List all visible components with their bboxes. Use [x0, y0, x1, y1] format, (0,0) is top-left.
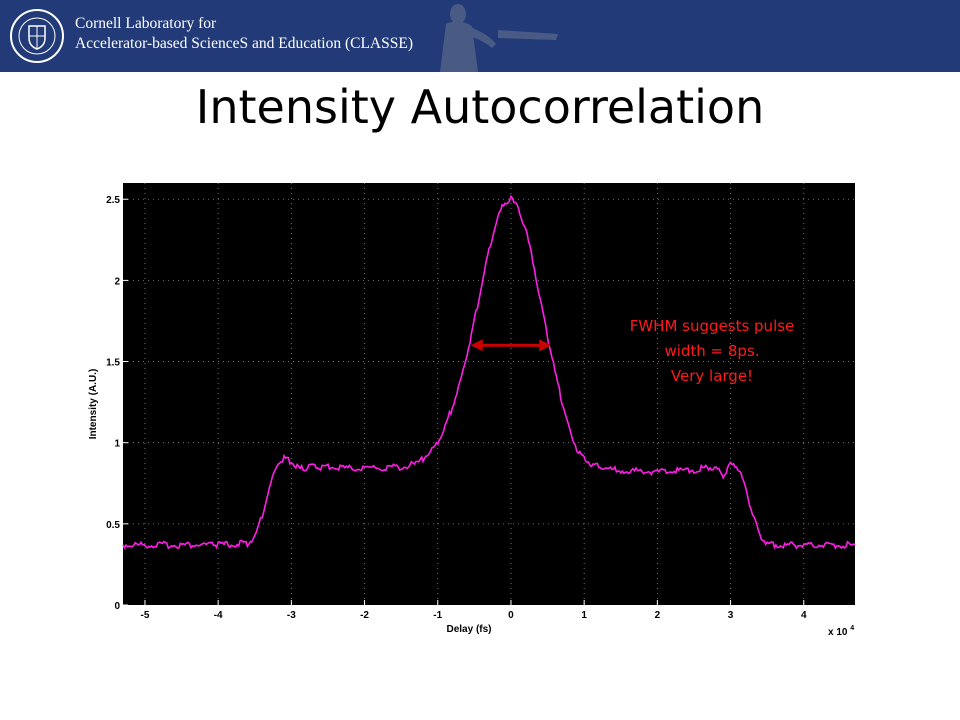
statue-silhouette-icon	[440, 4, 558, 72]
fwhm-arrow-head-right	[539, 339, 552, 352]
x-tick-label: -2	[360, 610, 369, 621]
organization-line-2: Accelerator-based ScienceS and Education…	[75, 35, 413, 52]
header-banner: Cornell Laboratory for Accelerator-based…	[0, 0, 960, 72]
y-axis-label: Intensity (A.U.)	[88, 369, 99, 440]
fwhm-annotation: FWHM suggests pulse width = 8ps. Very la…	[572, 314, 852, 389]
y-tick-label: 1.5	[106, 358, 120, 369]
x-tick-label: 1	[581, 610, 587, 621]
x-tick-label: 4	[801, 610, 807, 621]
annotation-line-1: FWHM suggests pulse	[629, 317, 795, 335]
x-tick-label: 2	[655, 610, 661, 621]
y-tick-label: 0	[114, 601, 120, 612]
y-tick-label: 2	[114, 276, 120, 287]
annotation-line-3: Very large!	[670, 367, 754, 385]
x-axis-multiplier-exponent: 4	[850, 625, 854, 632]
y-tick-label: 2.5	[106, 195, 120, 206]
cornell-seal-icon	[10, 9, 64, 63]
x-axis-label: Delay (fs)	[446, 624, 491, 635]
x-tick-label: -1	[433, 610, 442, 621]
x-tick-label: -4	[214, 610, 223, 621]
plot-area	[123, 183, 855, 605]
x-tick-label: -5	[141, 610, 150, 621]
slide-title: Intensity Autocorrelation	[195, 80, 765, 134]
y-tick-label: 0.5	[106, 520, 120, 531]
x-tick-label: -3	[287, 610, 296, 621]
x-axis-multiplier-base: x 10	[828, 627, 848, 638]
x-axis-multiplier: x 10 4	[828, 625, 854, 638]
series-line	[122, 194, 856, 550]
x-tick-label: 0	[508, 610, 514, 621]
x-tick-label: 3	[728, 610, 734, 621]
organization-name: Cornell Laboratory for Accelerator-based…	[75, 14, 413, 54]
fwhm-arrow-head-left	[470, 339, 483, 352]
organization-line-1: Cornell Laboratory for	[75, 15, 217, 32]
y-tick-label: 1	[114, 439, 120, 450]
annotation-line-2: width = 8ps.	[664, 342, 760, 360]
